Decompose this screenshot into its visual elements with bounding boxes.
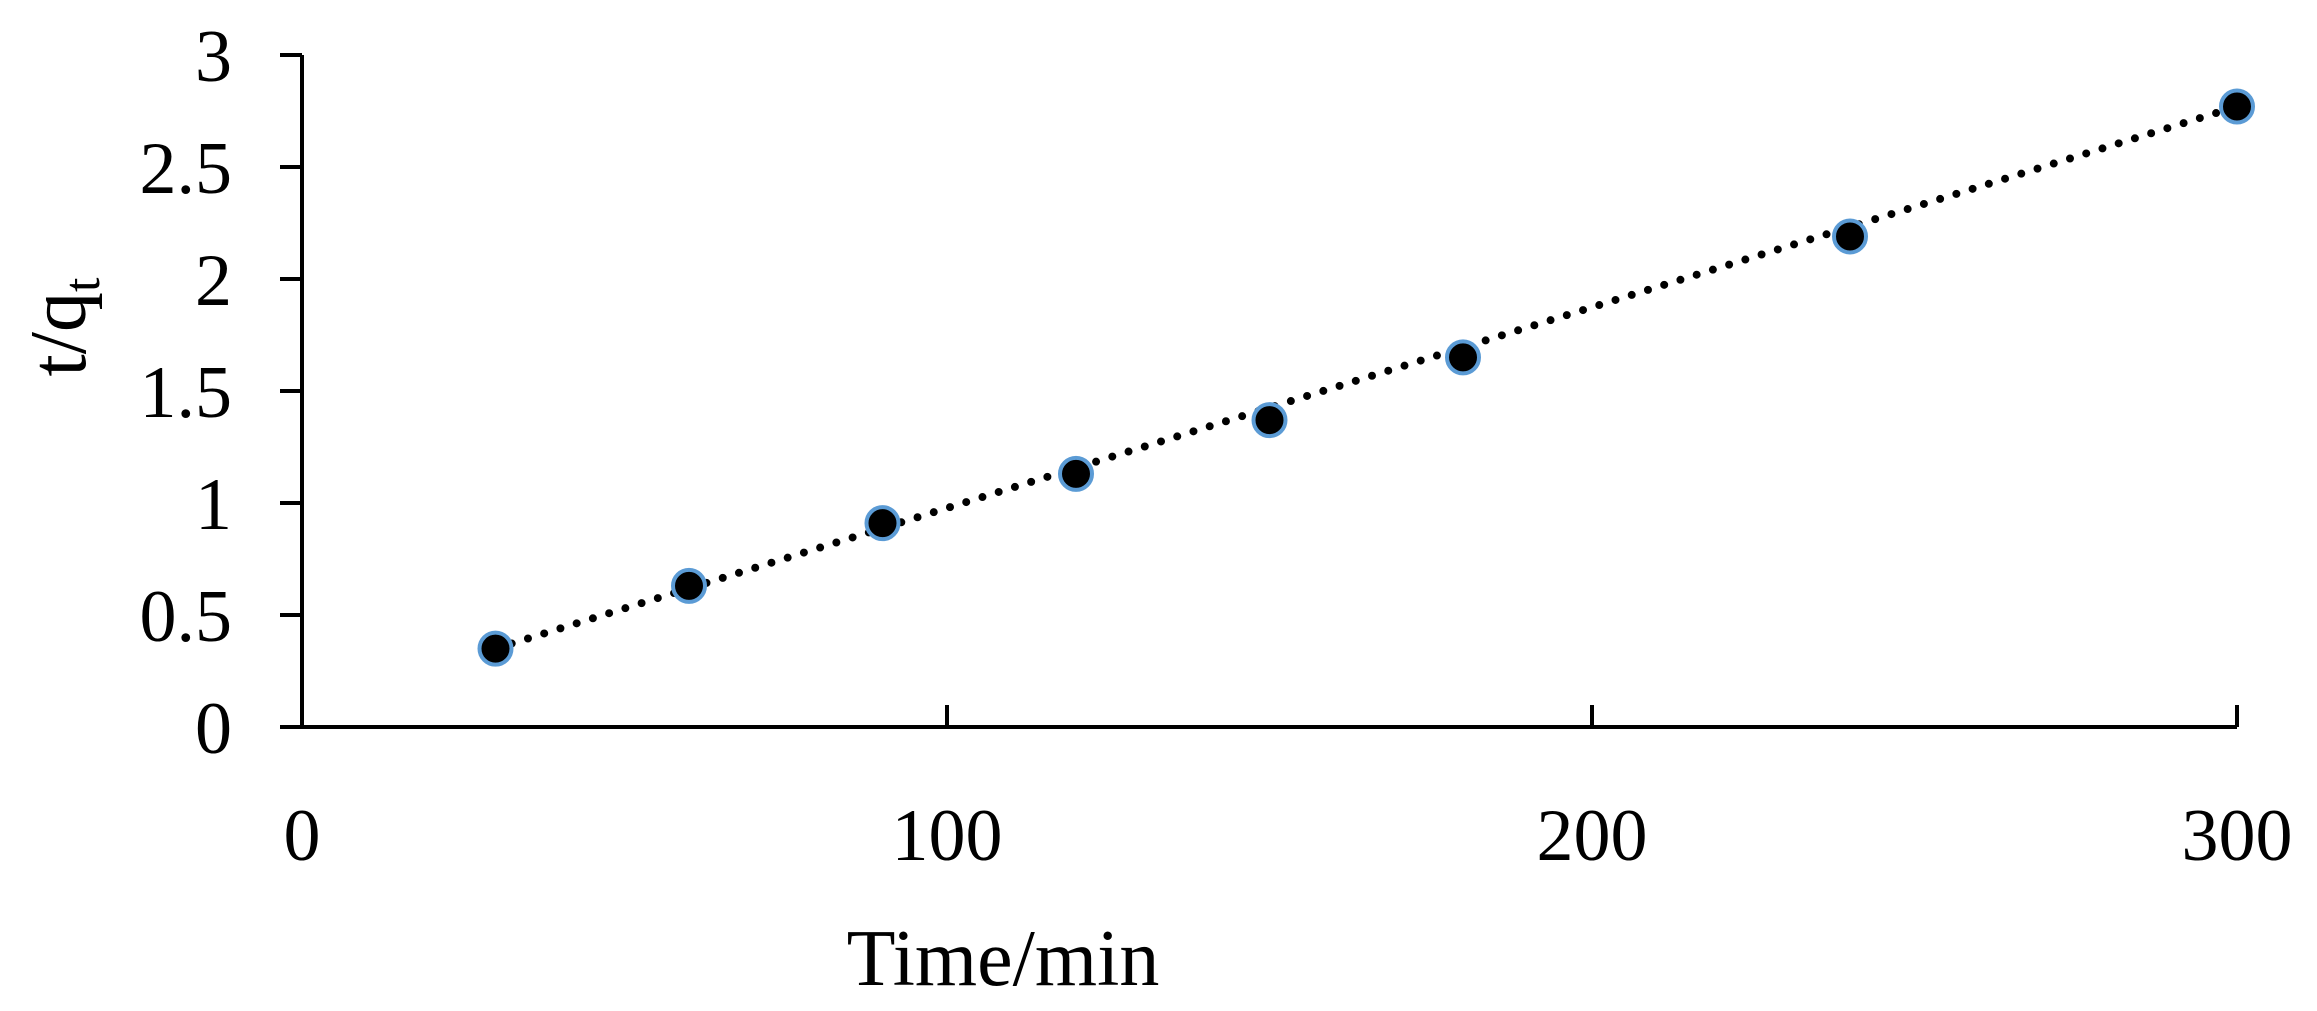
y-tick-label: 3 bbox=[195, 16, 232, 98]
trendline bbox=[491, 102, 2241, 653]
y-tick-label: 2.5 bbox=[140, 128, 233, 210]
y-tick-label: 0.5 bbox=[140, 576, 233, 658]
y-tick-label: 1 bbox=[195, 464, 232, 546]
data-point bbox=[1445, 339, 1481, 376]
y-axis-title-subscript: t bbox=[54, 277, 111, 292]
data-point bbox=[477, 630, 514, 667]
y-tick-label: 0 bbox=[195, 688, 232, 770]
data-point bbox=[1251, 402, 1288, 439]
plot-area: 0 0.5 1 1.5 2 2.5 3 0 100 200 300 bbox=[140, 16, 2293, 877]
y-tick-label: 2 bbox=[195, 240, 232, 322]
y-axis-title: t/qt bbox=[15, 277, 111, 376]
data-point bbox=[1058, 455, 1094, 492]
y-tick-label: 1.5 bbox=[140, 352, 233, 434]
y-axis-title-main: t/q bbox=[15, 292, 103, 376]
x-tick-label: 0 bbox=[284, 795, 321, 877]
x-axis-title: Time/min bbox=[847, 915, 1160, 1003]
x-tick-label: 200 bbox=[1537, 795, 1648, 877]
x-tick-label: 300 bbox=[2182, 795, 2293, 877]
x-tick-label: 100 bbox=[892, 795, 1003, 877]
data-point bbox=[2219, 88, 2255, 125]
data-point bbox=[1832, 218, 1868, 255]
data-point bbox=[864, 505, 901, 542]
data-point bbox=[671, 567, 707, 604]
